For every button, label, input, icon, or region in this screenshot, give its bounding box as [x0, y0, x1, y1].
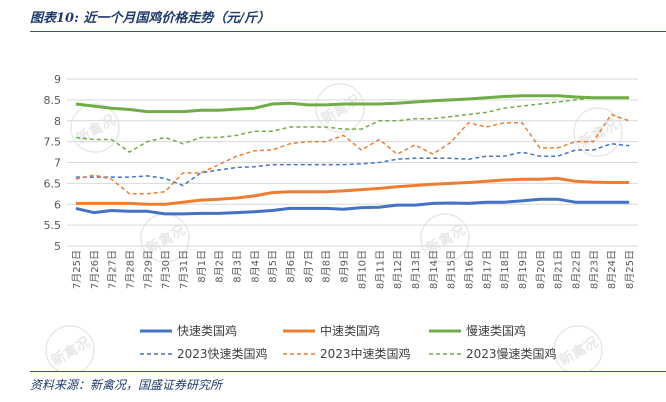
legend-item: 2023快速类国鸡	[140, 346, 268, 361]
legend-label: 2023快速类国鸡	[177, 346, 268, 361]
series-line-2	[75, 94, 630, 114]
x-tick-label: 8月3日	[232, 250, 244, 283]
x-tick-label: 8月2日	[214, 250, 226, 283]
x-tick-label: 7月31日	[178, 250, 190, 289]
series-line-4	[75, 113, 630, 195]
gridlines	[67, 78, 638, 247]
x-tick-label: 8月6日	[285, 250, 297, 283]
legend-item: 中速类国鸡	[283, 323, 380, 338]
x-tick-label: 8月21日	[553, 250, 565, 289]
title-rule	[30, 31, 666, 32]
series-lines	[75, 94, 630, 216]
x-tick-label: 8月5日	[267, 250, 279, 283]
legend-item: 2023中速类国鸡	[283, 346, 411, 361]
y-tick-label: 7.5	[44, 136, 62, 149]
x-tick-label: 8月4日	[249, 250, 261, 283]
watermark: 新禽况	[70, 103, 120, 153]
x-tick-label: 8月25日	[624, 250, 636, 289]
legend-item: 慢速类国鸡	[429, 323, 526, 338]
legend-item: 快速类国鸡	[140, 323, 237, 338]
legend-label: 2023中速类国鸡	[320, 346, 411, 361]
legend-label: 快速类国鸡	[177, 323, 237, 338]
y-tick-label: 7	[54, 157, 61, 170]
y-tick-label: 6	[54, 198, 61, 211]
series-line-0	[75, 197, 630, 216]
x-tick-label: 8月19日	[517, 250, 529, 289]
y-tick-label: 6.5	[44, 177, 62, 190]
x-tick-label: 8月16日	[463, 250, 475, 289]
x-tick-label: 7月25日	[71, 250, 83, 289]
x-tick-label: 8月18日	[499, 250, 511, 289]
x-tick-label: 8月22日	[571, 250, 583, 289]
legend-item: 2023慢速类国鸡	[429, 346, 557, 361]
x-tick-label: 8月23日	[588, 250, 600, 289]
x-tick-label: 8月8日	[321, 250, 333, 283]
watermark: 新禽况	[45, 325, 95, 372]
legend: 快速类国鸡 中速类国鸡 慢速类国鸡 2023快速类国鸡 2023中速类国鸡 2023慢速类…	[140, 323, 557, 361]
x-tick-label: 7月29日	[142, 250, 154, 289]
x-tick-label: 8月20日	[535, 250, 547, 289]
series-line-3	[75, 142, 630, 187]
watermark: 新禽况	[553, 325, 603, 372]
source-rule	[30, 371, 666, 372]
x-tick-label: 7月30日	[160, 250, 172, 289]
watermark: 新禽况	[315, 83, 365, 133]
y-tick-label: 8.5	[44, 94, 62, 107]
source-note: 资料来源：新禽况，国盛证券研究所	[30, 378, 223, 392]
legend-label: 慢速类国鸡	[466, 323, 526, 338]
x-tick-label: 8月14日	[428, 250, 440, 289]
x-tick-label: 8月15日	[446, 250, 458, 289]
x-tick-label: 8月10日	[356, 250, 368, 289]
svg-text:新禽况: 新禽况	[48, 333, 93, 369]
y-tick-label: 8	[54, 115, 61, 128]
x-tick-label: 7月26日	[89, 250, 101, 289]
x-tick-label: 7月28日	[124, 250, 136, 289]
x-tick-label: 8月9日	[339, 250, 351, 283]
y-axis-ticks: 5 5.5 6 6.5 7 7.5 8 8.5 9	[44, 73, 62, 253]
series-line-1	[75, 176, 630, 206]
x-axis-ticks: 7月25日 7月26日 7月27日 7月28日 7月29日 7月30日 7月31日 8月1日 8…	[71, 250, 636, 289]
x-tick-label: 8月13日	[410, 250, 422, 289]
svg-text:新禽况: 新禽况	[556, 333, 601, 369]
x-tick-label: 7月27日	[107, 250, 119, 289]
chart-title: 图表10: 近一个月国鸡价格走势（元/斤）	[30, 11, 271, 26]
x-tick-label: 8月11日	[374, 250, 386, 289]
legend-label: 2023慢速类国鸡	[466, 346, 557, 361]
legend-label: 中速类国鸡	[320, 323, 380, 338]
x-tick-label: 8月24日	[606, 250, 618, 289]
x-tick-label: 8月12日	[392, 250, 404, 289]
x-tick-label: 8月1日	[196, 250, 208, 283]
series-line-5	[75, 97, 630, 153]
x-tick-label: 8月7日	[303, 250, 315, 283]
y-tick-label: 5.5	[44, 219, 62, 232]
y-tick-label: 9	[54, 73, 61, 86]
x-tick-label: 8月17日	[481, 250, 493, 289]
svg-text:新禽况: 新禽况	[318, 91, 363, 127]
y-tick-label: 5	[54, 240, 61, 253]
